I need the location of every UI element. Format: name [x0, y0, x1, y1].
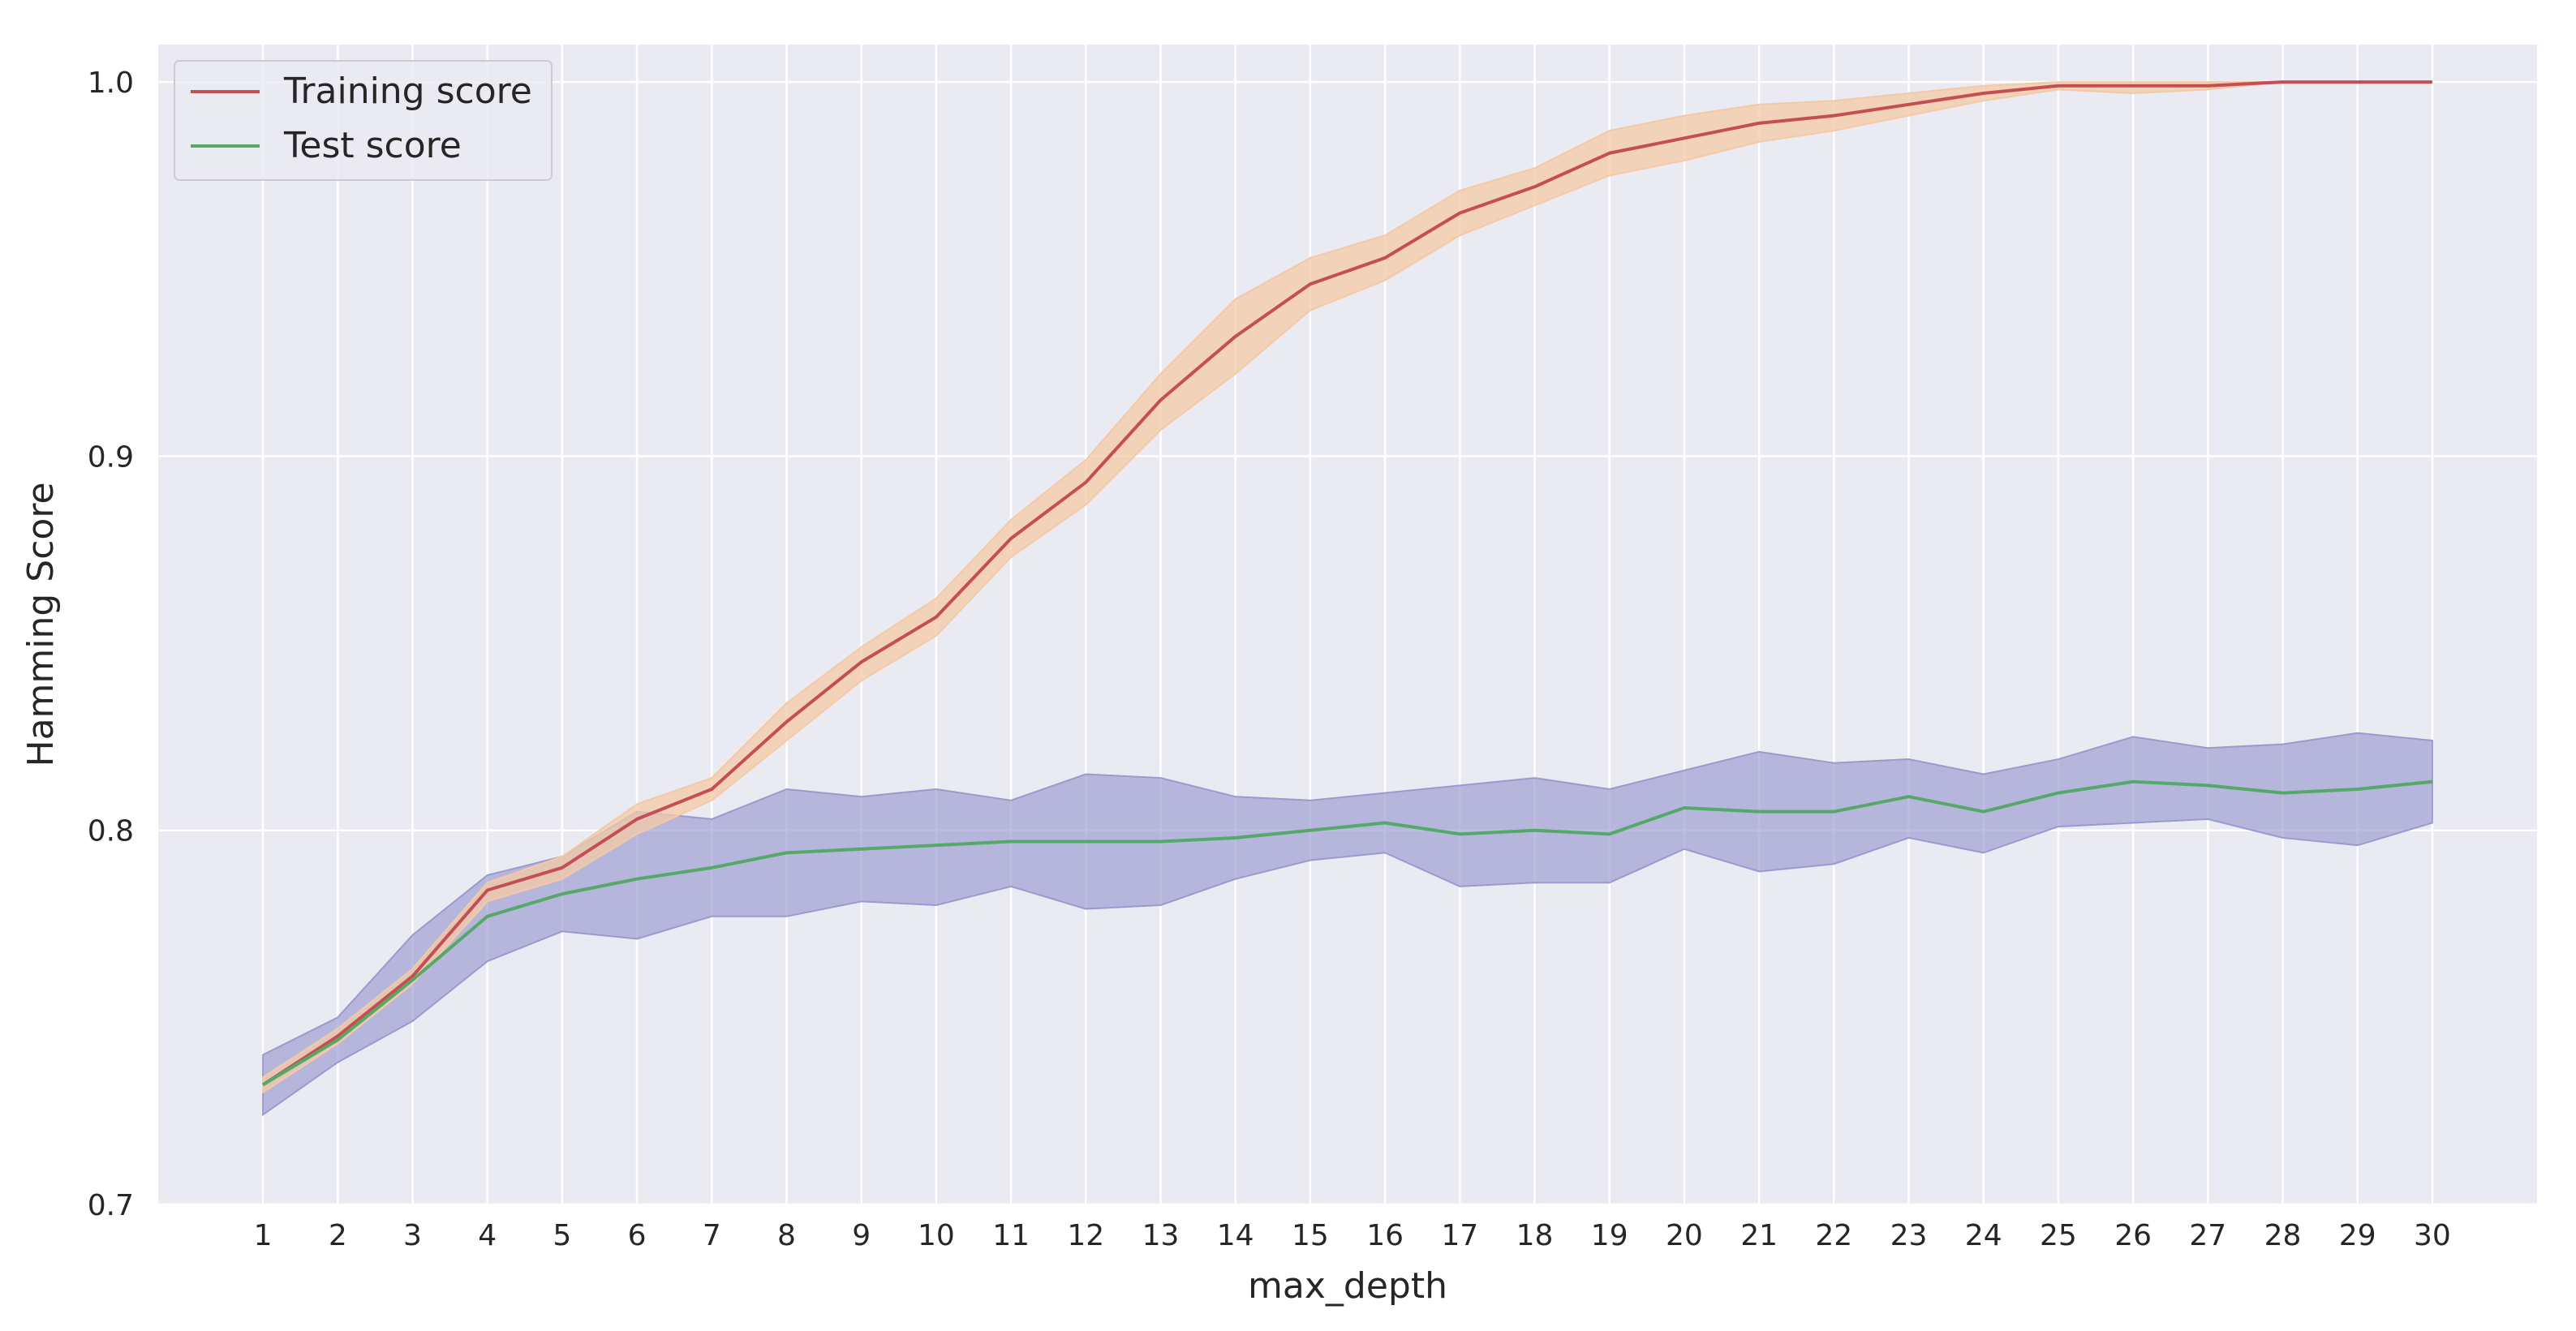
x-tick-label: 18	[1516, 1219, 1554, 1252]
x-tick-label: 8	[777, 1219, 796, 1252]
x-tick-label: 21	[1740, 1219, 1778, 1252]
legend-label-training: Training score	[283, 71, 532, 112]
y-tick-label: 0.9	[88, 440, 134, 474]
legend: Training score Test score	[174, 60, 553, 181]
x-tick-label: 12	[1067, 1219, 1104, 1252]
test-score-band	[262, 732, 2433, 1117]
x-tick-label: 16	[1366, 1219, 1404, 1252]
x-tick-label: 4	[478, 1219, 497, 1252]
plot-area	[158, 45, 2537, 1204]
x-tick-label: 10	[918, 1219, 955, 1252]
y-tick-label: 1.0	[88, 67, 134, 100]
x-tick-label: 1	[254, 1219, 273, 1252]
x-tick-label: 22	[1815, 1219, 1852, 1252]
x-tick-label: 27	[2189, 1219, 2226, 1252]
x-tick-label: 7	[703, 1219, 721, 1252]
test-score-line	[262, 779, 2433, 1087]
training-score-line	[261, 80, 2432, 1087]
x-axis-label: max_depth	[1248, 1265, 1447, 1307]
x-tick-label: 25	[2040, 1219, 2077, 1252]
y-axis-label: Hamming Score	[20, 482, 62, 766]
x-tick-label: 5	[553, 1219, 571, 1252]
x-tick-label: 9	[852, 1219, 871, 1252]
x-tick-label: 28	[2264, 1219, 2302, 1252]
x-tick-labels: 1 2 3 4 5 6 7 8 9 10 11 12 13 14 15 16 17 18 19 20 21 22 23 24 2…	[254, 1219, 2451, 1252]
legend-box	[174, 60, 553, 181]
x-tick-label: 13	[1142, 1219, 1180, 1252]
y-tick-labels: 0.7 0.8 0.9 1.0	[88, 67, 134, 1222]
legend-label-test: Test score	[283, 125, 462, 166]
x-tick-label: 30	[2414, 1219, 2451, 1252]
series-lines	[261, 80, 2433, 1087]
x-tick-label: 3	[403, 1219, 422, 1252]
x-tick-label: 14	[1217, 1219, 1254, 1252]
x-tick-label: 20	[1666, 1219, 1703, 1252]
y-tick-label: 0.7	[88, 1189, 134, 1222]
x-tick-label: 11	[992, 1219, 1030, 1252]
x-tick-label: 26	[2114, 1219, 2152, 1252]
x-tick-label: 15	[1292, 1219, 1329, 1252]
x-tick-label: 23	[1890, 1219, 1928, 1252]
x-tick-label: 2	[329, 1219, 347, 1252]
x-tick-label: 19	[1591, 1219, 1628, 1252]
x-tick-label: 24	[1965, 1219, 2002, 1252]
x-tick-label: 29	[2339, 1219, 2376, 1252]
x-tick-label: 17	[1441, 1219, 1478, 1252]
x-tick-label: 6	[628, 1219, 647, 1252]
y-tick-label: 0.8	[88, 815, 134, 848]
grid-lines	[158, 45, 2537, 1206]
